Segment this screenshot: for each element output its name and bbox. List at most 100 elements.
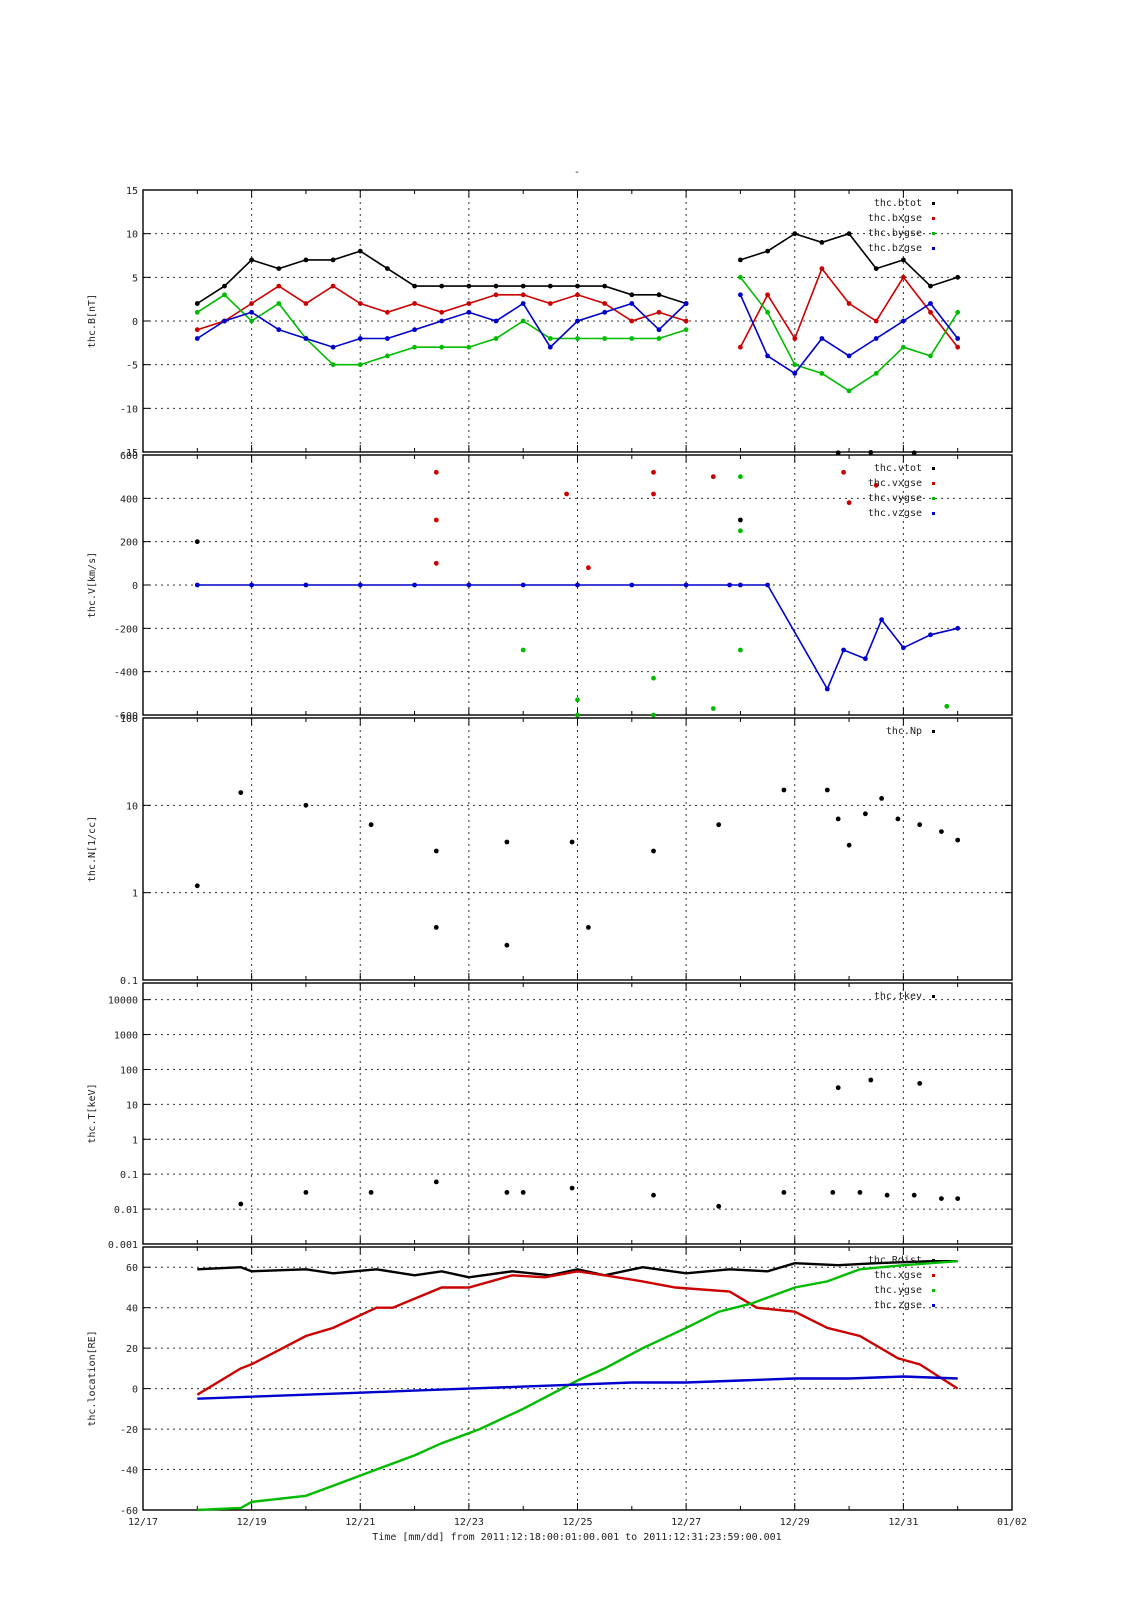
data-point — [792, 231, 798, 237]
y-tick-label: -10 — [120, 404, 138, 415]
data-point — [901, 645, 906, 651]
data-point — [656, 327, 662, 333]
data-point — [276, 327, 282, 333]
data-point — [901, 257, 906, 263]
data-point — [238, 1201, 244, 1207]
data-point — [683, 582, 689, 588]
data-point — [412, 301, 417, 306]
data-point — [901, 344, 906, 350]
legend-label: thc.vxgse — [868, 478, 922, 489]
y-tick-label: -200 — [114, 624, 138, 635]
panel-panel_n: 0.1 1 10 100 thc.N[1/cc] thc.Np — [87, 714, 1013, 987]
data-point — [575, 582, 580, 588]
data-point — [846, 388, 852, 394]
data-point — [303, 336, 309, 341]
data-point — [357, 362, 363, 368]
panel-panel_loc: -60 -40 -20 0 20 40 60 thc.location[RE] thc.Rdis… — [87, 1246, 1013, 1517]
series-thc.vygse — [520, 474, 950, 718]
series-trace — [197, 584, 958, 691]
data-point — [863, 811, 868, 817]
y-tick-label: 0 — [132, 581, 138, 592]
legend-label: thc.ygse — [874, 1285, 922, 1296]
data-point — [819, 371, 825, 376]
figure-title: - — [574, 167, 580, 178]
data-point — [939, 829, 944, 834]
data-point — [863, 656, 868, 662]
data-point — [955, 309, 961, 315]
data-point — [385, 353, 390, 359]
data-point — [330, 362, 336, 368]
y-axis-label: thc.B[nT] — [87, 294, 98, 348]
data-point — [792, 371, 798, 376]
data-point — [575, 283, 580, 289]
y-tick-label: 0.01 — [114, 1205, 138, 1216]
legend-marker — [932, 512, 935, 515]
data-point — [520, 301, 526, 306]
data-point — [276, 283, 282, 289]
x-tick-label: 12/21 — [345, 1517, 375, 1528]
y-tick-label: 0.001 — [108, 1240, 138, 1251]
panel-panel_v: -600 -400 -200 0 200 400 600 thc.V[km/s] thc.vto… — [87, 450, 1013, 722]
x-tick-label: 12/19 — [237, 1517, 267, 1528]
data-point — [357, 582, 363, 588]
data-point — [439, 309, 445, 315]
data-point — [439, 283, 445, 289]
y-tick-label: 10 — [126, 801, 138, 812]
data-point — [873, 336, 879, 341]
data-point — [520, 283, 526, 289]
y-tick-label: 0 — [132, 1385, 138, 1396]
x-tick-label: 01/02 — [997, 1517, 1027, 1528]
data-point — [433, 560, 439, 566]
data-point — [276, 301, 282, 306]
data-point — [917, 1081, 923, 1086]
data-point — [466, 283, 472, 289]
series-line — [197, 1375, 958, 1400]
legend-marker — [932, 1304, 935, 1307]
data-point — [439, 344, 445, 350]
data-point — [683, 301, 689, 306]
data-point — [303, 301, 309, 306]
data-point — [944, 703, 950, 709]
data-point — [412, 344, 417, 350]
data-point — [656, 336, 662, 341]
data-point — [564, 491, 569, 497]
data-point — [222, 283, 227, 289]
data-point — [602, 301, 608, 306]
data-point — [824, 787, 830, 793]
legend-marker — [932, 730, 935, 733]
data-point — [520, 582, 526, 588]
data-point — [846, 301, 852, 306]
y-axis-label: thc.N[1/cc] — [87, 816, 98, 882]
data-point — [928, 309, 933, 315]
panel-panel_t: 0.001 0.01 0.1 1 10 100 1000 10000 thc.T[keV] thc… — [87, 982, 1013, 1251]
data-point — [738, 582, 743, 588]
legend-marker — [932, 995, 935, 998]
series-line — [196, 1270, 959, 1396]
series-thc.ygse — [197, 1260, 958, 1512]
y-tick-label: -600 — [114, 711, 138, 722]
data-point — [547, 344, 553, 350]
series-thc.xgse — [196, 1270, 959, 1396]
data-point — [368, 822, 374, 828]
data-point — [819, 266, 825, 271]
legend-label: thc.bygse — [868, 228, 922, 239]
data-point — [928, 632, 933, 638]
y-tick-label: 1 — [132, 1135, 138, 1146]
data-point — [765, 292, 770, 298]
data-point — [222, 292, 227, 298]
series-line — [197, 1260, 958, 1512]
y-tick-label: 5 — [132, 273, 138, 284]
data-point — [792, 362, 798, 368]
data-point — [738, 528, 743, 534]
y-axis-label: thc.T[keV] — [87, 1083, 98, 1143]
data-point — [493, 336, 499, 341]
data-point — [504, 1190, 510, 1195]
data-point — [955, 625, 961, 631]
data-point — [939, 1196, 944, 1201]
data-point — [194, 582, 200, 588]
data-point — [651, 491, 656, 497]
data-point — [716, 1203, 722, 1209]
data-point — [928, 301, 933, 306]
data-point — [520, 1190, 526, 1195]
